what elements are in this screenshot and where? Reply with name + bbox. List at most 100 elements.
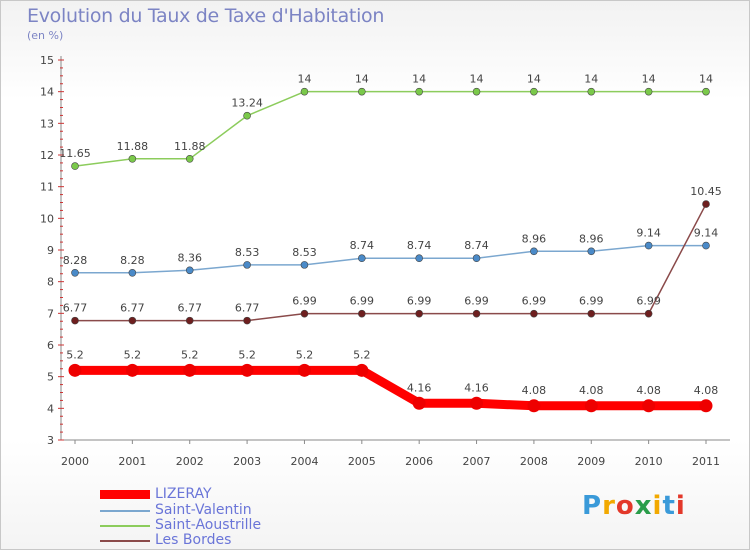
data-point-saint-aoustrille (702, 87, 710, 96)
legend-item-saint-aoustrille: Saint-Aoustrille (100, 517, 350, 533)
data-label-les-bordes: 6.99 (350, 295, 375, 308)
data-point-lizeray (297, 363, 311, 377)
data-point-les-bordes (702, 200, 710, 208)
data-point-lizeray (240, 363, 254, 377)
data-point-saint-valentin (128, 268, 137, 277)
data-label-saint-aoustrille: 13.24 (231, 97, 263, 110)
data-label-lizeray: 5.2 (353, 348, 371, 361)
data-point-saint-aoustrille (71, 162, 79, 170)
data-point-lizeray (412, 396, 426, 410)
data-label-lizeray: 5.2 (181, 348, 199, 361)
data-label-saint-aoustrille: 14 (642, 73, 656, 86)
data-point-les-bordes (300, 309, 309, 318)
data-label-lizeray: 5.2 (238, 348, 256, 361)
logo-letter: r (602, 491, 616, 521)
data-point-les-bordes (243, 316, 251, 325)
legend-swatch-lizeray (100, 490, 150, 499)
chart-title: Evolution du Taux de Taxe d'Habitation (27, 5, 385, 27)
data-label-les-bordes: 6.99 (579, 295, 604, 308)
y-tick-label: 3 (47, 434, 54, 447)
y-tick-label: 13 (40, 117, 54, 130)
data-point-saint-valentin (300, 261, 309, 269)
legend-label-lizeray: LIZERAY (155, 486, 212, 502)
data-label-saint-aoustrille: 14 (297, 73, 311, 86)
data-point-saint-aoustrille (358, 87, 366, 96)
data-label-saint-valentin: 8.28 (63, 254, 88, 267)
data-point-les-bordes (185, 316, 194, 325)
data-label-les-bordes: 6.77 (235, 302, 260, 315)
data-label-lizeray: 5.2 (296, 348, 314, 361)
data-label-saint-valentin: 8.53 (292, 246, 317, 259)
data-label-saint-valentin: 9.14 (694, 227, 719, 240)
data-label-les-bordes: 6.99 (522, 295, 547, 308)
data-label-saint-aoustrille: 14 (355, 73, 369, 86)
logo-letter: o (615, 491, 635, 521)
data-point-les-bordes (644, 309, 653, 318)
data-label-saint-aoustrille: 14 (584, 73, 598, 86)
series-line-saint-aoustrille (74, 90, 707, 167)
y-tick-label: 6 (47, 339, 54, 352)
data-point-saint-aoustrille (415, 87, 423, 96)
data-label-lizeray: 4.08 (579, 384, 604, 397)
data-label-lizeray: 5.2 (66, 348, 84, 361)
data-point-saint-valentin (185, 266, 194, 275)
data-point-saint-valentin (702, 241, 710, 250)
data-label-saint-aoustrille: 14 (412, 73, 426, 86)
data-point-les-bordes (530, 309, 538, 318)
data-label-les-bordes: 6.99 (636, 295, 661, 308)
x-tick-label: 2005 (348, 455, 376, 468)
data-point-saint-valentin (587, 247, 596, 256)
y-tick-label: 4 (47, 402, 54, 415)
data-point-saint-valentin (644, 241, 653, 250)
data-point-saint-valentin (415, 254, 423, 263)
legend-swatch-saint-valentin (100, 510, 150, 512)
legend-label-saint-valentin: Saint-Valentin (155, 502, 252, 518)
data-label-saint-valentin: 8.28 (120, 254, 145, 267)
data-label-lizeray: 4.08 (522, 384, 547, 397)
data-point-saint-aoustrille (644, 87, 653, 96)
data-point-saint-valentin (358, 254, 366, 263)
data-label-lizeray: 5.2 (124, 348, 142, 361)
x-tick-label: 2010 (635, 455, 663, 468)
x-tick-label: 2001 (118, 455, 146, 468)
data-label-saint-valentin: 8.96 (522, 232, 547, 245)
y-tick-label: 15 (40, 54, 54, 67)
data-point-saint-valentin (472, 254, 481, 263)
data-point-saint-aoustrille (185, 155, 194, 163)
logo-letter: x (634, 491, 653, 521)
data-label-saint-valentin: 8.96 (579, 232, 604, 245)
y-tick-label: 9 (47, 244, 54, 257)
legend-swatch-saint-aoustrille (100, 525, 150, 527)
data-point-saint-aoustrille (530, 87, 538, 96)
series-line-saint-valentin (74, 244, 707, 274)
data-label-saint-valentin: 8.74 (407, 239, 432, 252)
data-label-lizeray: 4.08 (694, 384, 719, 397)
data-label-saint-valentin: 8.74 (350, 239, 375, 252)
x-tick-label: 2007 (463, 455, 491, 468)
data-label-les-bordes: 10.45 (690, 185, 722, 198)
data-point-saint-aoustrille (243, 111, 251, 120)
y-tick-label: 5 (47, 371, 54, 384)
data-label-saint-aoustrille: 11.65 (59, 147, 91, 160)
x-tick-label: 2004 (290, 455, 318, 468)
data-point-les-bordes (472, 309, 481, 318)
data-label-lizeray: 4.16 (464, 381, 489, 394)
data-point-les-bordes (71, 316, 79, 325)
data-label-les-bordes: 6.77 (120, 302, 145, 315)
data-label-saint-aoustrille: 14 (699, 73, 713, 86)
x-tick-label: 2008 (520, 455, 548, 468)
data-label-saint-aoustrille: 11.88 (117, 140, 149, 153)
legend-item-lizeray: LIZERAY (100, 486, 350, 502)
data-point-lizeray (527, 399, 541, 413)
data-label-saint-valentin: 8.36 (177, 251, 202, 264)
data-point-les-bordes (415, 309, 423, 318)
data-point-saint-aoustrille (300, 87, 309, 96)
data-point-les-bordes (358, 309, 366, 318)
data-point-saint-valentin (71, 268, 79, 277)
x-tick-label: 2009 (577, 455, 605, 468)
data-point-saint-aoustrille (587, 87, 596, 96)
y-tick-label: 14 (40, 86, 54, 99)
data-point-lizeray (642, 399, 656, 413)
data-label-les-bordes: 6.77 (63, 302, 88, 315)
data-label-saint-aoustrille: 14 (470, 73, 484, 86)
